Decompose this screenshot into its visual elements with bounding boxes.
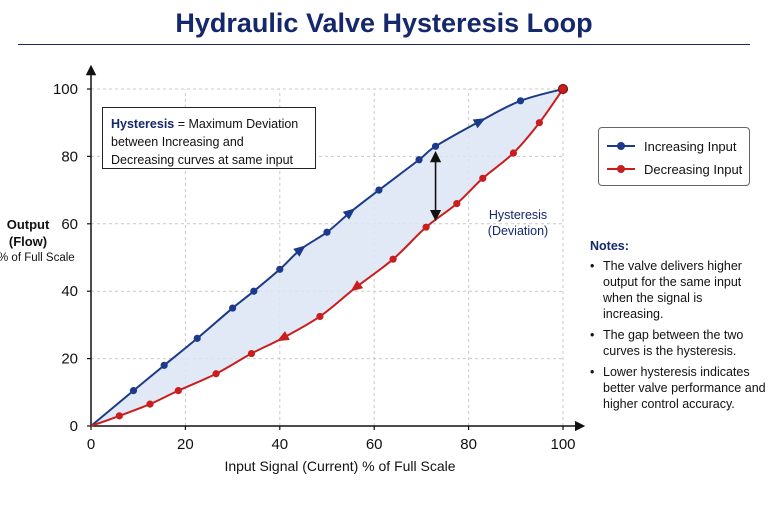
definition-keyword: Hysteresis xyxy=(111,117,175,131)
note-item: Lower hysteresis indicates better valve … xyxy=(590,364,766,412)
hysteresis-annotation: Hysteresis (Deviation) xyxy=(480,207,556,239)
x-tick-label: 0 xyxy=(87,436,95,453)
tick-labels: 0 20 40 60 80 100 0 20 40 60 80 100 xyxy=(53,81,576,453)
data-point xyxy=(160,361,168,369)
x-tick-label: 20 xyxy=(177,436,194,453)
increasing-series-line xyxy=(90,88,564,427)
direction-arrow-marker xyxy=(293,245,306,257)
x-tick-label: 40 xyxy=(271,436,288,453)
data-point xyxy=(174,387,182,395)
chart-title: Hydraulic Valve Hysteresis Loop xyxy=(175,8,593,38)
y-tick-label: 100 xyxy=(53,81,78,98)
data-point xyxy=(479,174,487,182)
data-point xyxy=(431,142,440,150)
data-point xyxy=(415,156,423,164)
direction-arrow-marker xyxy=(472,118,486,129)
decreasing-series-points xyxy=(115,84,568,420)
legend-item-decreasing: Decreasing Input xyxy=(607,159,742,179)
data-point xyxy=(453,199,461,208)
direction-arrow-marker xyxy=(350,280,364,292)
notes-panel: Notes: The valve delivers higher output … xyxy=(590,238,766,417)
hysteresis-annotation-line2: (Deviation) xyxy=(487,224,549,238)
data-point xyxy=(375,186,383,194)
data-point xyxy=(535,119,544,127)
data-point xyxy=(250,287,258,295)
y-axis-unit: % of Full Scale xyxy=(0,252,75,264)
y-axis-title: Output (Flow) xyxy=(6,217,50,249)
data-point xyxy=(229,304,237,312)
data-point xyxy=(129,387,138,395)
y-tick-label: 20 xyxy=(61,351,78,368)
legend-label-increasing: Increasing Input xyxy=(644,138,737,154)
data-point xyxy=(146,400,154,408)
legend-item-increasing: Increasing Input xyxy=(607,136,737,156)
x-tick-label: 100 xyxy=(550,436,575,453)
legend-label-decreasing: Decreasing Input xyxy=(644,161,743,177)
axes xyxy=(85,64,586,432)
data-point xyxy=(323,228,331,236)
data-point xyxy=(316,312,324,321)
x-tick-label: 80 xyxy=(460,436,477,453)
increasing-swatch-icon xyxy=(607,136,635,156)
data-point xyxy=(422,223,430,231)
data-point xyxy=(389,255,397,263)
y-tick-label: 0 xyxy=(70,418,78,435)
definition-box: Hysteresis = Maximum Deviation between I… xyxy=(102,107,316,169)
hysteresis-annotation-line1: Hysteresis xyxy=(488,208,548,222)
data-point xyxy=(193,334,201,342)
notes-title: Notes: xyxy=(590,239,629,253)
data-point xyxy=(212,370,220,378)
y-tick-label: 40 xyxy=(61,283,78,300)
title-divider xyxy=(18,44,750,45)
decreasing-series-line xyxy=(90,88,564,427)
y-tick-label: 80 xyxy=(61,148,78,165)
x-axis-label: Input Signal (Current) % of Full Scale xyxy=(224,458,456,474)
y-axis-label: Output (Flow) % of Full Scale xyxy=(0,216,75,267)
data-point xyxy=(558,84,568,94)
legend: Increasing Input Decreasing Input xyxy=(598,127,750,186)
data-point xyxy=(516,97,525,105)
decreasing-swatch-icon xyxy=(607,159,635,179)
direction-arrow-marker xyxy=(342,208,356,220)
hysteresis-area xyxy=(91,89,563,426)
data-point xyxy=(276,265,284,273)
note-item: The valve delivers higher output for the… xyxy=(590,258,766,322)
data-point xyxy=(247,349,256,358)
y-tick-label: 60 xyxy=(61,216,78,233)
x-tick-label: 60 xyxy=(366,436,383,453)
definition-text: = Maximum Deviation between Increasing a… xyxy=(111,117,299,167)
direction-arrow-marker xyxy=(276,331,290,342)
note-item: The gap between the two curves is the hy… xyxy=(590,327,766,359)
increasing-series-points xyxy=(129,84,568,395)
notes-list: The valve delivers higher output for the… xyxy=(590,258,766,412)
data-point xyxy=(115,412,123,420)
data-point xyxy=(509,149,518,157)
